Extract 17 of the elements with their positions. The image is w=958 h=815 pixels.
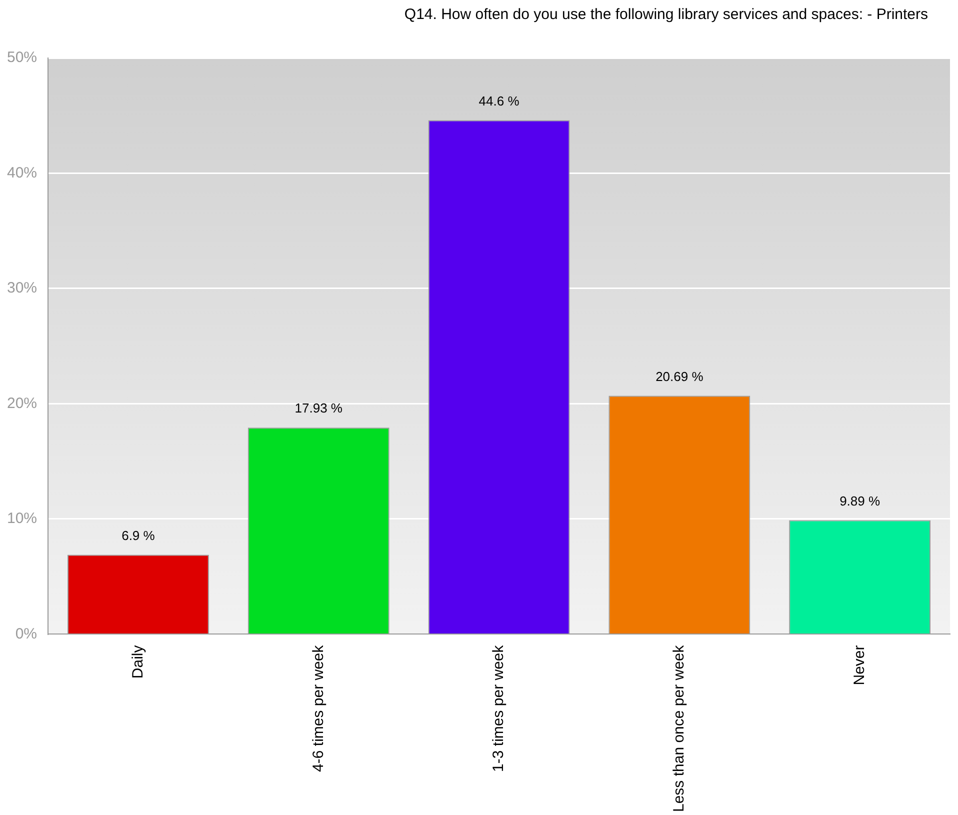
data-label: 20.69 %: [656, 368, 704, 384]
y-tick-label: 50%: [6, 49, 38, 66]
x-tick-label: 1-3 times per week: [490, 644, 508, 772]
x-tick-label: Less than once per week: [670, 644, 688, 812]
y-tick-label: 30%: [6, 280, 38, 297]
chart-title: Q14. How often do you use the following library services and spaces: - Printers: [403, 6, 929, 23]
x-tick-label: Daily: [129, 644, 146, 679]
data-label: 6.9 %: [122, 528, 156, 543]
data-label: 17.93 %: [294, 400, 343, 416]
y-tick-label: 0%: [15, 625, 38, 642]
x-tick-label: 4-6 times per week: [310, 644, 327, 772]
x-tick-label: Never: [850, 645, 868, 686]
y-tick-label: 10%: [6, 510, 38, 528]
y-tick-label: 20%: [6, 394, 38, 412]
data-label: 9.89 %: [840, 493, 880, 508]
data-label: 44.6 %: [478, 93, 520, 108]
y-tick-label: 40%: [6, 164, 38, 182]
